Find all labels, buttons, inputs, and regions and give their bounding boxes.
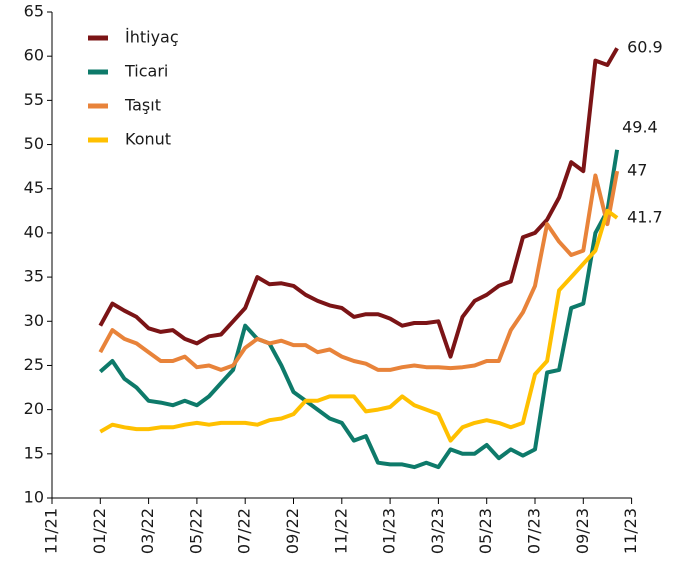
y-tick-label: 25 (24, 355, 44, 374)
legend-label: Konut (125, 130, 171, 149)
y-tick-label: 50 (24, 134, 44, 153)
legend-label: Ticari (124, 62, 168, 81)
x-tick-label: 11/23 (621, 508, 640, 554)
x-tick-label: 01/22 (90, 508, 109, 554)
y-tick-label: 40 (24, 222, 44, 241)
x-tick-label: 05/23 (476, 508, 495, 554)
y-tick-label: 30 (24, 311, 44, 330)
x-tick-label: 09/22 (283, 508, 302, 554)
x-tick-label: 07/22 (235, 508, 254, 554)
x-tick-label: 11/21 (42, 508, 61, 554)
y-tick-label: 45 (24, 178, 44, 197)
series-line (99, 208, 619, 443)
end-label: 49.4 (622, 117, 658, 136)
end-label: 41.7 (627, 207, 663, 226)
y-tick-label: 10 (24, 488, 44, 507)
series-line (98, 47, 619, 359)
x-tick-label: 03/23 (428, 508, 447, 554)
series-line (98, 170, 620, 372)
end-label: 47 (627, 161, 647, 180)
y-tick-label: 15 (24, 443, 44, 462)
legend-label: İhtiyaç (125, 28, 179, 47)
y-tick-label: 20 (24, 399, 44, 418)
x-tick-label: 11/22 (331, 508, 350, 554)
x-tick-label: 01/23 (380, 508, 399, 554)
y-tick-label: 55 (24, 90, 44, 109)
end-label: 60.9 (627, 38, 663, 57)
y-tick-label: 35 (24, 267, 44, 286)
y-tick-label: 65 (24, 2, 44, 21)
x-tick-label: 03/22 (138, 508, 157, 554)
legend-label: Taşıt (124, 96, 161, 115)
y-tick-label: 60 (24, 46, 44, 65)
x-tick-label: 05/22 (186, 508, 205, 554)
x-tick-label: 07/23 (525, 508, 544, 554)
series-line (98, 149, 620, 470)
x-tick-label: 09/23 (573, 508, 592, 554)
